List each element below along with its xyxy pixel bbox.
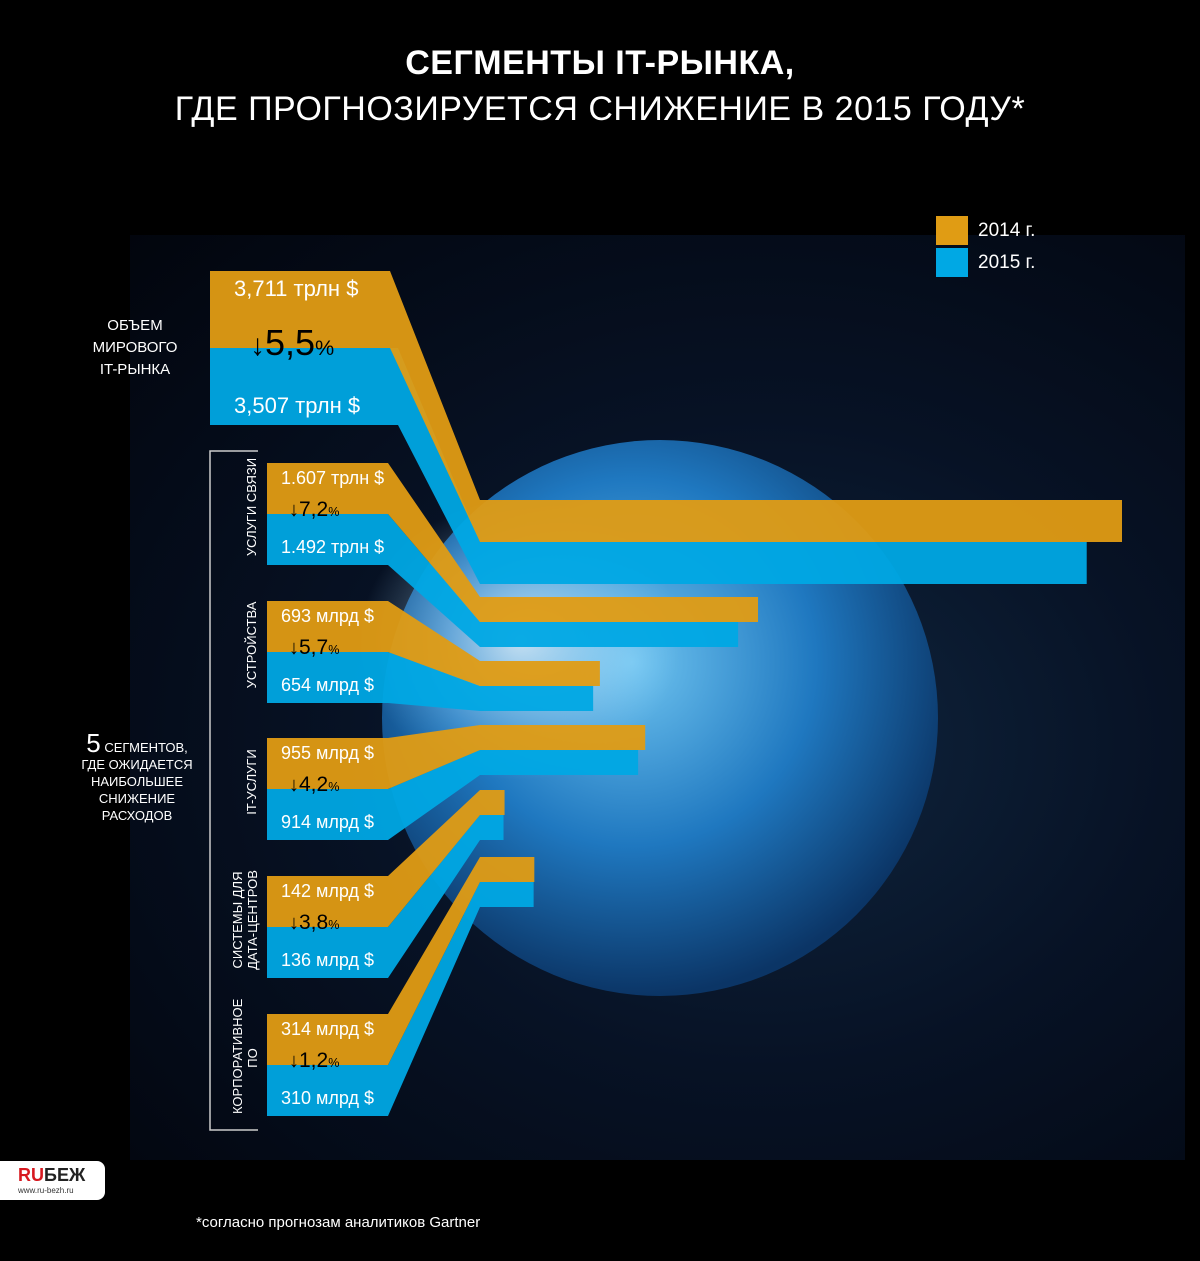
bar-2015: [267, 652, 594, 711]
change-label: ↓1,2%: [289, 1049, 340, 1072]
segment-name-line: КОРПОРАТИВНОЕ: [230, 998, 245, 1114]
bar-2015: [210, 348, 1087, 584]
label-line: РАСХОДОВ: [101, 808, 173, 823]
footnote: *согласно прогнозам аналитиков Gartner: [196, 1214, 481, 1231]
value-label-2014: 693 млрд $: [281, 606, 375, 626]
bar-2015: [267, 815, 504, 978]
value-label-2015: 310 млрд $: [281, 1088, 375, 1108]
change-unit: %: [328, 643, 340, 657]
segment-name-line: УСТРОЙСТВА: [244, 601, 259, 689]
segment-name: УСЛУГИ СВЯЗИ: [244, 451, 259, 563]
segment-name: IT-УСЛУГИ: [244, 726, 259, 838]
value-label-2015: 136 млрд $: [281, 950, 375, 970]
rubezh-logo: RUБЕЖ www.ru-bezh.ru: [0, 1161, 105, 1200]
change-unit: %: [328, 918, 340, 932]
label-line: IT-РЫНКА: [99, 361, 171, 378]
segment-name: СИСТЕМЫ ДЛЯ ДАТА-ЦЕНТРОВ: [230, 864, 260, 976]
segment-name: УСТРОЙСТВА: [244, 589, 259, 701]
value-label-2014: 955 млрд $: [281, 743, 375, 763]
label-line: СНИЖЕНИЕ: [98, 791, 176, 806]
segments-bracket: [209, 450, 258, 1131]
change-label: ↓7,2%: [289, 498, 340, 521]
value-label-2014: 314 млрд $: [281, 1019, 375, 1039]
change-value: 7,2: [299, 498, 329, 521]
change-label: ↓3,8%: [289, 911, 340, 934]
legend-label: 2014 г.: [978, 219, 1036, 241]
change-value: 5,5: [265, 322, 316, 363]
label-line: ОБЪЕМ: [107, 317, 163, 334]
segment-name-line: УСЛУГИ СВЯЗИ: [244, 457, 259, 557]
change-label: ↓5,7%: [289, 636, 340, 659]
value-label-2014: 3,711 трлн $: [234, 276, 359, 301]
change-label: ↓5,5%: [250, 322, 335, 363]
segment-name-line: СИСТЕМЫ ДЛЯ: [230, 871, 245, 969]
value-label-2015: 914 млрд $: [281, 812, 375, 832]
bar-2015: [267, 882, 534, 1116]
bar-2014: [267, 463, 759, 622]
change-value: 1,2: [299, 1049, 329, 1072]
change-unit: %: [328, 1056, 340, 1070]
change-unit: %: [328, 505, 340, 519]
bar-2014: [267, 725, 646, 789]
change-value: 4,2: [299, 773, 329, 796]
bar-2015: [267, 514, 739, 647]
logo-red: RU: [18, 1165, 44, 1185]
label-line: ГДЕ ОЖИДАЕТСЯ: [81, 757, 193, 772]
legend-item-2015: 2015 г.: [936, 248, 1035, 277]
value-label-2014: 1.607 трлн $: [281, 468, 385, 488]
legend-label: 2015 г.: [978, 251, 1036, 273]
bar-2014: [267, 601, 600, 686]
change-value: 3,8: [299, 911, 329, 934]
label-line: МИРОВОГО: [92, 339, 178, 356]
logo-url: www.ru-bezh.ru: [18, 1186, 74, 1195]
segment-name-line: IT-УСЛУГИ: [244, 749, 259, 815]
change-unit: %: [315, 335, 335, 360]
bar-2014: [267, 857, 535, 1065]
label-line: НАИБОЛЬШЕЕ: [90, 774, 184, 789]
bar-2014: [210, 271, 1123, 542]
value-label-2015: 1.492 трлн $: [281, 537, 385, 557]
segments-count: 5: [86, 728, 101, 758]
segment-name-line: ДАТА-ЦЕНТРОВ: [245, 870, 260, 970]
logo-dark: БЕЖ: [44, 1165, 86, 1185]
title-line-1: СЕГМЕНТЫ IT-РЫНКА,: [405, 44, 795, 82]
legend-item-2014: 2014 г.: [936, 216, 1035, 245]
change-label: ↓4,2%: [289, 773, 340, 796]
value-label-2014: 142 млрд $: [281, 881, 375, 901]
label-line: СЕГМЕНТОВ,: [104, 740, 188, 755]
segment-name-line: ПО: [245, 1048, 260, 1068]
segment-name: КОРПОРАТИВНОЕ ПО: [230, 998, 260, 1114]
value-label-2015: 654 млрд $: [281, 675, 375, 695]
total-market-label: ОБЪЕМ МИРОВОГО IT-РЫНКА: [80, 315, 190, 381]
segments-label: 5 СЕГМЕНТОВ, ГДЕ ОЖИДАЕТСЯ НАИБОЛЬШЕЕ СН…: [72, 730, 202, 824]
title-line-2: ГДЕ ПРОГНОЗИРУЕТСЯ СНИЖЕНИЕ В 2015 ГОДУ*: [174, 90, 1026, 128]
legend-swatch-2014: [936, 216, 968, 245]
change-unit: %: [328, 780, 340, 794]
change-value: 5,7: [299, 636, 329, 659]
bar-2014: [267, 790, 505, 927]
bar-2015: [267, 750, 639, 840]
value-label-2015: 3,507 трлн $: [234, 393, 361, 418]
legend-swatch-2015: [936, 248, 968, 277]
